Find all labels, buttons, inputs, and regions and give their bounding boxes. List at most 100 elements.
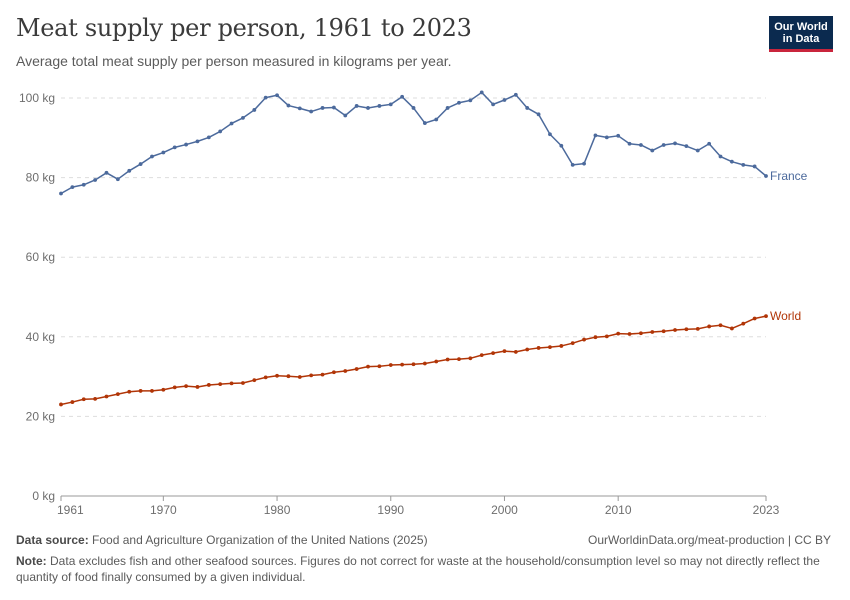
data-point-france[interactable] xyxy=(388,102,393,107)
data-point-france[interactable] xyxy=(491,102,495,107)
data-point-france[interactable] xyxy=(661,143,666,147)
data-point-france[interactable] xyxy=(206,135,211,140)
data-point-france[interactable] xyxy=(570,162,575,167)
data-point-world[interactable] xyxy=(172,385,177,390)
data-point-france[interactable] xyxy=(150,154,154,159)
data-point-france[interactable] xyxy=(434,117,439,122)
data-point-france[interactable] xyxy=(286,103,291,108)
data-point-world[interactable] xyxy=(422,361,427,366)
series-label-france[interactable]: France xyxy=(770,169,808,183)
data-point-france[interactable] xyxy=(752,164,757,169)
series-lines[interactable] xyxy=(59,90,768,407)
data-point-world[interactable] xyxy=(536,346,541,350)
data-point-world[interactable] xyxy=(320,372,325,377)
data-point-france[interactable] xyxy=(184,142,188,147)
credit-link[interactable]: OurWorldinData.org/meat-production | CC … xyxy=(588,533,831,547)
data-point-world[interactable] xyxy=(93,396,98,401)
data-point-world[interactable] xyxy=(434,359,439,364)
data-point-france[interactable] xyxy=(525,106,530,110)
data-point-world[interactable] xyxy=(525,347,530,352)
data-point-world[interactable] xyxy=(570,341,575,346)
data-point-world[interactable] xyxy=(502,349,507,354)
series-label-world[interactable]: World xyxy=(770,309,801,323)
data-point-france[interactable] xyxy=(354,104,359,108)
data-point-france[interactable] xyxy=(104,170,109,175)
series-line-world[interactable] xyxy=(60,315,767,406)
data-point-france[interactable] xyxy=(536,112,541,117)
data-point-france[interactable] xyxy=(559,143,564,148)
data-point-france[interactable] xyxy=(639,143,643,147)
data-point-world[interactable] xyxy=(593,335,598,340)
data-point-france[interactable] xyxy=(502,98,507,102)
data-point-france[interactable] xyxy=(275,93,279,98)
data-point-world[interactable] xyxy=(741,321,746,326)
data-point-world[interactable] xyxy=(661,329,666,334)
data-point-france[interactable] xyxy=(309,109,314,114)
data-point-world[interactable] xyxy=(650,330,655,334)
data-point-france[interactable] xyxy=(695,148,700,153)
data-point-france[interactable] xyxy=(297,106,302,111)
data-point-world[interactable] xyxy=(513,350,518,354)
data-point-france[interactable] xyxy=(468,98,473,103)
data-point-france[interactable] xyxy=(548,132,552,137)
data-point-france[interactable] xyxy=(172,145,177,150)
data-point-france[interactable] xyxy=(627,141,632,146)
data-point-france[interactable] xyxy=(70,185,75,190)
data-point-france[interactable] xyxy=(161,150,166,155)
data-point-world[interactable] xyxy=(616,331,621,336)
data-point-world[interactable] xyxy=(195,385,200,389)
data-point-world[interactable] xyxy=(400,362,405,367)
data-point-world[interactable] xyxy=(127,389,132,394)
data-point-france[interactable] xyxy=(707,141,712,146)
data-point-france[interactable] xyxy=(741,162,746,167)
data-point-world[interactable] xyxy=(684,327,689,332)
data-point-world[interactable] xyxy=(104,394,109,399)
data-point-world[interactable] xyxy=(354,367,359,371)
data-point-world[interactable] xyxy=(115,392,120,397)
data-point-france[interactable] xyxy=(343,113,348,118)
data-point-world[interactable] xyxy=(468,356,473,361)
data-point-france[interactable] xyxy=(422,121,427,125)
data-point-france[interactable] xyxy=(377,104,382,108)
data-point-france[interactable] xyxy=(593,133,598,138)
data-point-world[interactable] xyxy=(252,378,257,383)
data-point-france[interactable] xyxy=(93,178,98,182)
data-point-france[interactable] xyxy=(650,148,655,153)
data-point-world[interactable] xyxy=(366,364,370,369)
data-point-france[interactable] xyxy=(252,108,257,112)
data-point-france[interactable] xyxy=(81,182,86,187)
data-point-france[interactable] xyxy=(718,154,723,159)
data-point-world[interactable] xyxy=(184,384,188,389)
data-point-world[interactable] xyxy=(297,375,302,379)
data-point-world[interactable] xyxy=(559,344,564,348)
data-point-world[interactable] xyxy=(59,402,63,407)
data-point-world[interactable] xyxy=(627,332,632,336)
data-point-france[interactable] xyxy=(400,94,405,99)
data-point-world[interactable] xyxy=(161,387,166,392)
data-point-world[interactable] xyxy=(275,373,279,378)
data-point-world[interactable] xyxy=(81,397,86,402)
data-point-world[interactable] xyxy=(445,357,450,362)
data-point-world[interactable] xyxy=(218,382,223,387)
data-point-world[interactable] xyxy=(548,345,552,350)
data-point-world[interactable] xyxy=(764,314,768,319)
data-point-world[interactable] xyxy=(639,331,643,336)
data-point-france[interactable] xyxy=(263,95,268,100)
data-point-france[interactable] xyxy=(457,100,461,105)
data-point-world[interactable] xyxy=(491,351,495,356)
data-point-france[interactable] xyxy=(479,90,484,95)
data-point-world[interactable] xyxy=(229,381,234,386)
data-point-world[interactable] xyxy=(377,364,382,369)
data-point-world[interactable] xyxy=(70,400,75,404)
data-point-world[interactable] xyxy=(138,389,143,393)
data-point-world[interactable] xyxy=(388,363,393,367)
data-point-france[interactable] xyxy=(411,106,416,110)
data-point-world[interactable] xyxy=(411,362,416,367)
owid-logo[interactable]: Our World in Data xyxy=(769,16,833,52)
data-point-france[interactable] xyxy=(366,106,370,110)
data-point-france[interactable] xyxy=(218,129,223,134)
data-point-france[interactable] xyxy=(513,92,518,97)
data-point-france[interactable] xyxy=(138,162,143,166)
data-point-france[interactable] xyxy=(729,159,734,164)
data-point-world[interactable] xyxy=(582,337,586,342)
